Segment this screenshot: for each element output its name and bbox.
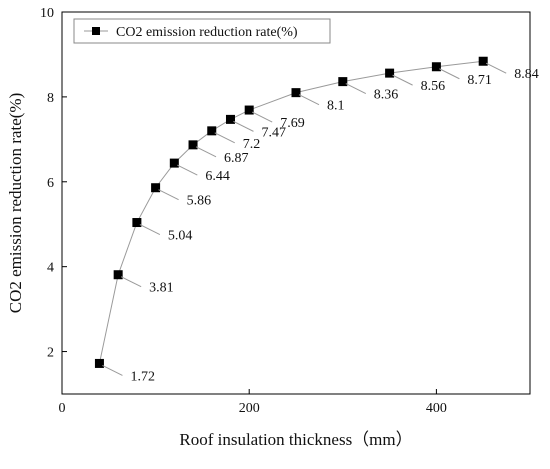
data-point-marker [385,68,395,78]
data-label: 7.47 [261,125,286,140]
plot-frame [61,11,531,395]
y-tick-label: 6 [47,176,54,191]
data-label-leader [392,74,413,86]
data-point-marker [207,126,217,136]
x-axis-title: Roof insulation thickness（mm） [179,430,412,449]
data-point-marker [113,270,123,280]
data-label-layer: 1.72 3.81 5.04 5.86 6.44 6.877.27.477.69 8.1 8.… [102,62,539,384]
data-label: 6.44 [205,169,230,184]
data-label-leader [298,94,320,106]
legend-box [73,18,331,44]
data-label: 8.36 [374,88,399,103]
x-tick-label: 0 [59,401,66,416]
data-point-marker [338,77,348,87]
data-label: 3.81 [149,281,174,296]
data-label: 5.86 [187,194,212,209]
data-label-leader [214,132,235,144]
data-label-leader [195,146,217,158]
data-label: 1.72 [130,369,155,384]
y-tick-label: 8 [47,91,54,106]
x-tick-label: 400 [426,401,447,416]
data-label-leader [139,224,161,235]
data-label-leader [345,83,367,95]
data-point-marker [169,158,179,168]
data-label: 7.69 [280,116,305,131]
data-point-marker [151,183,161,193]
y-tick-label: 10 [40,6,54,21]
y-axis-title: CO2 emission reduction rate(%) [6,93,25,313]
data-label-leader [102,364,123,376]
series-layer [94,56,488,368]
data-label: 8.1 [327,99,345,114]
data-label-leader [439,68,460,80]
data-point-marker [244,105,254,115]
legend-label: CO2 emission reduction rate(%) [116,25,298,40]
data-point-marker [291,88,301,98]
data-point-marker [225,114,235,124]
data-point-marker [94,358,104,368]
data-label: 5.04 [168,229,193,244]
axis-layer: 0 200 400 2 4 6 8 10 [40,6,447,416]
data-label-leader [251,111,273,123]
data-label: 8.56 [421,79,446,94]
data-label: 8.71 [467,73,492,88]
legend-marker [92,27,100,35]
data-label-leader [158,189,179,201]
series-line [98,60,484,364]
data-label: 8.84 [514,67,539,82]
data-point-marker [431,62,441,72]
data-label-leader [485,62,507,74]
x-tick-label: 200 [239,401,260,416]
legend: CO2 emission reduction rate(%) [73,18,331,44]
data-label-leader [233,120,254,132]
y-tick-label: 4 [47,261,54,276]
data-point-marker [478,56,488,66]
data-label: 7.2 [243,137,261,152]
data-label: 6.87 [224,151,249,166]
data-point-marker [188,140,198,150]
data-point-marker [132,218,142,228]
data-label-leader [120,276,142,288]
y-tick-label: 2 [47,346,54,361]
data-label-leader [177,164,198,176]
